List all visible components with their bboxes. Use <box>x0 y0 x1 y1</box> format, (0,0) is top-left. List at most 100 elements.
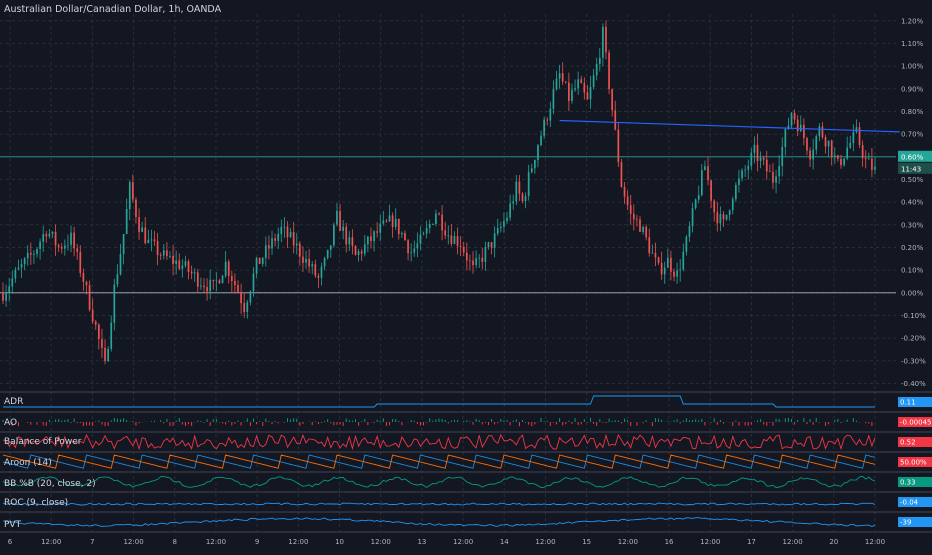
candle-body <box>345 226 348 245</box>
candle-body <box>778 166 780 177</box>
candle-body <box>29 252 32 255</box>
indicator-line <box>2 433 876 451</box>
candle-body <box>849 142 852 148</box>
candle-body <box>710 180 712 201</box>
candle-body <box>70 232 72 245</box>
candle-body <box>203 285 205 288</box>
candle-body <box>444 230 447 236</box>
candle-body <box>5 292 7 301</box>
candle-body <box>663 267 666 275</box>
candles <box>2 20 876 365</box>
candle-body <box>153 239 156 242</box>
candle-body <box>731 199 734 211</box>
candle-body <box>846 147 849 159</box>
candle-body <box>598 57 601 65</box>
candle-body <box>113 284 116 323</box>
candle-body <box>252 273 255 292</box>
y-tick-label: 1.00% <box>901 63 924 71</box>
candle-body <box>812 149 815 160</box>
candle-body <box>156 241 159 256</box>
candle-body <box>577 79 579 89</box>
candle-body <box>376 231 379 233</box>
candle-body <box>691 208 694 227</box>
chart-title: Australian Dollar/Canadian Dollar, 1h, O… <box>4 4 222 15</box>
candle-body <box>326 249 329 259</box>
candle-body <box>450 235 453 244</box>
candle-body <box>45 234 48 237</box>
indicator-value-badge <box>898 497 932 507</box>
candle-body <box>561 73 564 82</box>
x-tick-label: 13 <box>417 538 426 546</box>
candle-body <box>382 220 385 224</box>
candle-body <box>388 215 391 222</box>
candle-body <box>431 223 434 225</box>
candle-body <box>428 224 431 229</box>
candle-body <box>367 236 369 245</box>
candle-body <box>243 303 246 312</box>
candle-body <box>91 309 94 322</box>
last-price-badge <box>898 150 932 162</box>
x-tick-label: 12:00 <box>453 538 473 546</box>
indicator-value-label: 0.33 <box>900 479 916 487</box>
y-tick-label: 0.20% <box>901 244 924 252</box>
candle-body <box>475 258 477 266</box>
candle-body <box>487 242 490 247</box>
y-tick-label: 0.90% <box>901 85 924 93</box>
candle-body <box>592 75 595 88</box>
y-tick-label: -0.20% <box>901 335 926 343</box>
candle-body <box>549 108 552 121</box>
candle-body <box>867 158 870 160</box>
candle-body <box>107 348 109 362</box>
candle-body <box>141 227 143 232</box>
indicator-pane: 50.00% <box>0 451 932 469</box>
candle-body <box>277 233 280 241</box>
candle-body <box>738 178 740 185</box>
x-tick-label: 12:00 <box>288 538 308 546</box>
candle-body <box>295 243 298 246</box>
candle-body <box>660 262 663 275</box>
x-tick-label: 16 <box>665 538 674 546</box>
candle-body <box>861 145 864 158</box>
candle-body <box>274 238 276 241</box>
candle-body <box>104 347 106 362</box>
candle-body <box>354 246 357 255</box>
candle-body <box>14 269 17 279</box>
candle-body <box>172 255 174 265</box>
candle-body <box>20 264 23 268</box>
candle-body <box>796 119 799 132</box>
indicator-value-label: -39 <box>900 519 911 527</box>
candle-body <box>769 171 771 173</box>
candle-body <box>509 203 511 218</box>
indicator-line <box>3 395 875 408</box>
indicator-line <box>2 454 876 469</box>
candle-body <box>221 275 224 284</box>
candle-body <box>60 247 63 249</box>
indicator-value-label: -0.00045 <box>900 419 931 427</box>
candle-body <box>119 254 122 275</box>
candle-body <box>110 322 113 349</box>
indicator-value-badge <box>898 517 932 527</box>
candle-body <box>772 171 774 183</box>
candle-body <box>465 252 468 261</box>
candle-body <box>472 260 474 266</box>
candle-body <box>82 272 85 282</box>
candle-body <box>632 213 635 220</box>
indicator-label-pvt: PVT <box>4 520 22 530</box>
candle-body <box>302 256 304 263</box>
candle-body <box>564 81 567 83</box>
candle-body <box>515 181 518 202</box>
indicator-label-ao: AO <box>4 418 18 428</box>
candle-body <box>759 157 762 161</box>
candle-body <box>827 140 830 147</box>
indicator-value-badge <box>898 417 932 427</box>
countdown-badge <box>898 162 932 174</box>
candle-body <box>342 226 344 231</box>
indicator-pane: 0.11 <box>0 391 932 408</box>
candle-body <box>240 292 242 304</box>
candle-body <box>85 281 88 286</box>
candle-body <box>209 279 212 292</box>
candle-body <box>462 246 465 253</box>
candle-body <box>490 242 493 248</box>
